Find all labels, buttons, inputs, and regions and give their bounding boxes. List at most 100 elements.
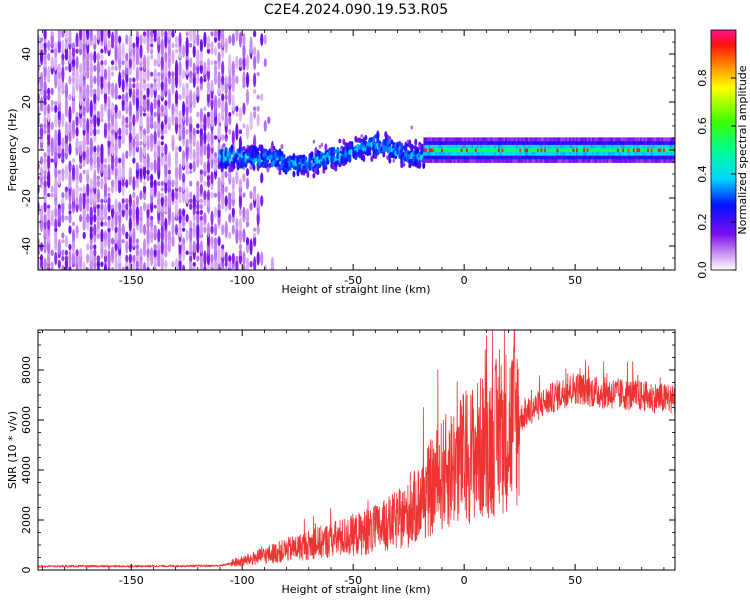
spectrogram-cell [185, 250, 189, 255]
spectrogram-cell [496, 141, 499, 145]
spectrogram-cell [150, 83, 154, 88]
spectrogram-cell [577, 144, 581, 149]
spectrogram-cell [615, 144, 618, 149]
spectrogram-cell [192, 194, 196, 208]
spectrogram-cell [79, 192, 83, 210]
spectrogram-cell [64, 82, 69, 101]
spectrogram-cell [506, 151, 510, 156]
spectrogram-cell [458, 144, 462, 149]
spectrogram-cell [86, 84, 90, 99]
spectrogram-cell [153, 111, 157, 118]
spectrogram-cell [171, 75, 175, 85]
spectrogram-cell [640, 144, 643, 149]
spectrogram-cell [238, 192, 243, 210]
spectrogram-cell [645, 144, 648, 149]
spectrogram-cell [657, 151, 660, 156]
spectrogram-cell [508, 148, 511, 153]
spectrogram-cell [402, 160, 405, 165]
spectrogram-cell [560, 148, 563, 153]
spectrogram-cell [272, 145, 276, 151]
spectrogram-cell [288, 165, 292, 171]
spectrogram-cell [476, 137, 479, 142]
spectrogram-cell [249, 111, 253, 130]
spectrogram-cell [231, 252, 235, 265]
spectrogram-cell [125, 198, 129, 204]
spectrogram-cell [494, 148, 497, 153]
spectrogram-cell [595, 151, 598, 156]
spectrogram-cell [656, 155, 659, 160]
spectrogram-cell [513, 148, 517, 153]
spectrogram-cell [96, 128, 100, 135]
spectrogram-cell [82, 184, 86, 194]
spectrogram-cell [107, 186, 111, 192]
spectrogram-cell [114, 154, 118, 167]
spectrogram-cell [512, 155, 515, 160]
spectrogram-cell [584, 137, 588, 142]
spectrogram-cell [551, 155, 554, 160]
spectrogram-cell [43, 179, 47, 188]
spectrogram-cell [627, 155, 630, 160]
spectrogram-cell [485, 144, 488, 149]
spectrogram-cell [510, 144, 513, 149]
spectrogram-cell [609, 151, 613, 156]
spectrogram-cell [481, 137, 485, 142]
spectrogram-cell [231, 207, 235, 218]
spectrogram-cell [480, 137, 483, 142]
spectrogram-cell [47, 40, 51, 51]
spectrogram-cell [531, 144, 534, 149]
colorbar-tick-label: 0.2 [696, 213, 709, 231]
spectrogram-cell [160, 135, 164, 140]
spectrogram-cell [253, 227, 257, 232]
spectrogram-cell [182, 83, 186, 100]
spectrogram-cell [150, 84, 154, 99]
spectrogram-cell [150, 161, 154, 172]
spectrogram-cell [528, 148, 531, 153]
spectrogram-cell [526, 137, 529, 142]
spectrogram-cell [174, 89, 179, 105]
spectrogram-cell [171, 261, 175, 268]
spectrogram-cell [174, 224, 179, 236]
spectrogram-cell [430, 148, 433, 153]
spectrogram-cell [599, 159, 602, 163]
spectrogram-cell [196, 240, 200, 254]
spectrogram-cell [96, 144, 100, 154]
spectrogram-cell [480, 144, 483, 149]
spectrogram-cell [650, 159, 653, 163]
spectrogram-cell [524, 155, 527, 160]
spectrogram-cell [238, 57, 243, 68]
spectrogram-cell [474, 137, 478, 142]
spectrogram-cell [512, 159, 515, 163]
spectrogram-cell [47, 103, 51, 114]
spectrogram-cell [558, 155, 561, 160]
spectrogram-cell [455, 137, 458, 142]
spectrogram-cell [579, 159, 582, 163]
spectrogram-cell [128, 206, 132, 219]
spectrogram-cell [588, 151, 591, 156]
spectrogram-cell [537, 144, 540, 149]
spectrogram-x-ticks: -150 -100 -50 0 50 [42, 30, 665, 287]
spectrogram-cell [604, 159, 607, 163]
spectrogram-cell [604, 144, 607, 149]
spectrogram-cell [82, 231, 86, 240]
spectrogram-cell [584, 148, 588, 153]
spectrogram-cell [39, 48, 44, 66]
spectrogram-cell [222, 143, 226, 148]
spectrogram-cell [125, 254, 129, 263]
spectrogram-cell [629, 137, 632, 142]
spectrogram-cell [107, 39, 111, 52]
spectrogram-cell [228, 259, 232, 270]
spectrogram-cell [276, 159, 280, 166]
spectrogram-cell [174, 189, 179, 201]
spectrogram-cell [196, 202, 200, 211]
colorbar-gradient [710, 29, 737, 271]
spectrogram-cell [503, 151, 506, 156]
spectrogram-cell [221, 93, 225, 102]
spectrogram-cell [174, 42, 179, 48]
spectrogram-cell [583, 141, 586, 145]
spectrogram-cell [75, 181, 79, 198]
spectrogram-cell [432, 155, 435, 160]
spectrogram-cell [577, 137, 581, 142]
spectrogram-cell [508, 151, 511, 156]
spectrogram-cell [506, 155, 510, 160]
spectrogram-cell [471, 155, 474, 160]
